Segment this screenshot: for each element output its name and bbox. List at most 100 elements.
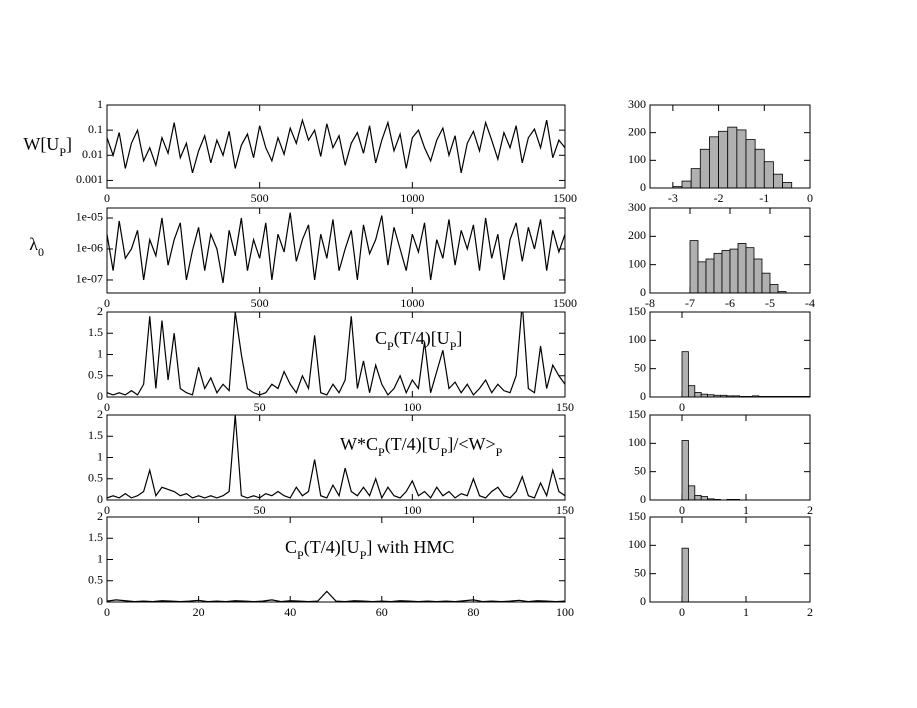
y-tick-label: 2 [97,304,103,318]
x-tick-label: 1 [743,503,749,517]
histogram-bar [718,130,729,188]
histogram-bar [736,129,747,188]
y-tick-label: 0 [640,492,646,506]
text-part: W*C [340,434,378,454]
plot-frame [106,414,566,501]
y-tick-label: 150 [628,407,646,421]
text-part: P [387,339,394,353]
histogram-bar [705,258,715,293]
histogram-bar [699,148,710,188]
histogram-bar [777,291,787,293]
text-part: (T/4)[U [385,434,441,455]
histogram-bar [681,547,689,602]
histogram-bar [782,182,793,188]
x-tick-label: 0 [104,296,110,310]
plot-frame [649,104,811,189]
x-tick-label: 150 [556,503,574,517]
histogram-bar [753,258,763,293]
y-tick-label: 100 [628,435,646,449]
plot-frame [106,104,566,189]
text-part: ] with HMC [366,537,454,557]
x-tick-label: 2 [807,503,813,517]
y-tick-label: 150 [628,509,646,523]
y-tick-label: 1.5 [88,325,103,339]
histogram-bar [689,240,699,293]
y-tick-label: 1 [97,97,103,111]
x-tick-label: 500 [251,296,269,310]
x-tick-label: 0 [104,503,110,517]
histogram-bar [721,250,731,293]
x-tick-label: 0 [679,503,685,517]
x-tick-label: 0 [679,605,685,619]
y-tick-label: 0.01 [82,147,103,161]
histogram-bar [745,247,755,293]
text-part: P [496,445,503,459]
x-tick-label: 0 [807,191,813,205]
x-tick-label: 60 [376,605,388,619]
x-tick-label: 1500 [553,191,577,205]
histogram-bar [773,173,783,188]
y-tick-label: 100 [628,152,646,166]
text-part: C [285,537,297,557]
y-tick-label: 1e-05 [76,210,103,224]
text-part: λ [29,234,38,254]
x-tick-label: 20 [193,605,205,619]
text-part: P [450,339,457,353]
text-part: (T/4)[U [304,537,360,558]
x-tick-label: 50 [254,400,266,414]
series-line [107,590,565,602]
y-tick-label: 200 [628,124,646,138]
y-tick-label: 0.5 [88,573,103,587]
y-tick-label: 1 [97,449,103,463]
x-tick-label: 150 [556,400,574,414]
series-line [107,117,565,174]
histogram-bar [688,385,696,397]
y-tick-label: 300 [628,200,646,214]
y-axis-label: λ0 [29,234,44,259]
y-tick-label: 0 [640,389,646,403]
y-tick-label: 100 [628,537,646,551]
y-tick-label: 300 [628,97,646,111]
text-part: (T/4)[U [394,328,450,349]
histogram-bar [769,284,779,293]
y-tick-label: 1.5 [88,530,103,544]
y-tick-label: 0 [640,285,646,299]
histogram-bar [754,148,765,188]
x-tick-label: 1000 [400,191,424,205]
histogram-bar [737,243,747,293]
text-part: ]/<W> [447,434,495,454]
series-line [107,212,565,284]
histogram-bar [694,392,702,397]
plot-frame [649,311,811,398]
text-part: P [59,145,66,159]
y-tick-label: 1 [97,346,103,360]
y-tick-label: 1e-06 [76,241,103,255]
x-tick-label: -5 [765,296,775,310]
y-tick-label: 1e-07 [76,272,103,286]
y-tick-label: 100 [628,256,646,270]
y-tick-label: 1 [97,551,103,565]
y-tick-label: 0 [640,180,646,194]
histogram-bar [729,248,739,293]
x-tick-label: -4 [805,296,815,310]
histogram-bar [690,168,701,188]
text-part: W[U [23,134,59,154]
y-tick-label: 0 [97,389,103,403]
series-line [107,415,565,500]
annotation: CP(T/4)[UP] [375,328,462,353]
y-tick-label: 50 [634,463,646,477]
y-tick-label: 50 [634,360,646,374]
x-tick-label: 1500 [553,296,577,310]
y-tick-label: 50 [634,565,646,579]
x-tick-label: 100 [403,503,421,517]
histogram-bar [681,180,692,188]
y-tick-label: 100 [628,332,646,346]
text-part: P [378,445,385,459]
histogram-bar [727,126,738,188]
x-tick-label: 1 [743,605,749,619]
y-tick-label: 0.1 [88,122,103,136]
x-tick-label: 500 [251,191,269,205]
y-tick-label: 2 [97,407,103,421]
text-part: P [297,548,304,562]
x-tick-label: 0 [104,400,110,414]
